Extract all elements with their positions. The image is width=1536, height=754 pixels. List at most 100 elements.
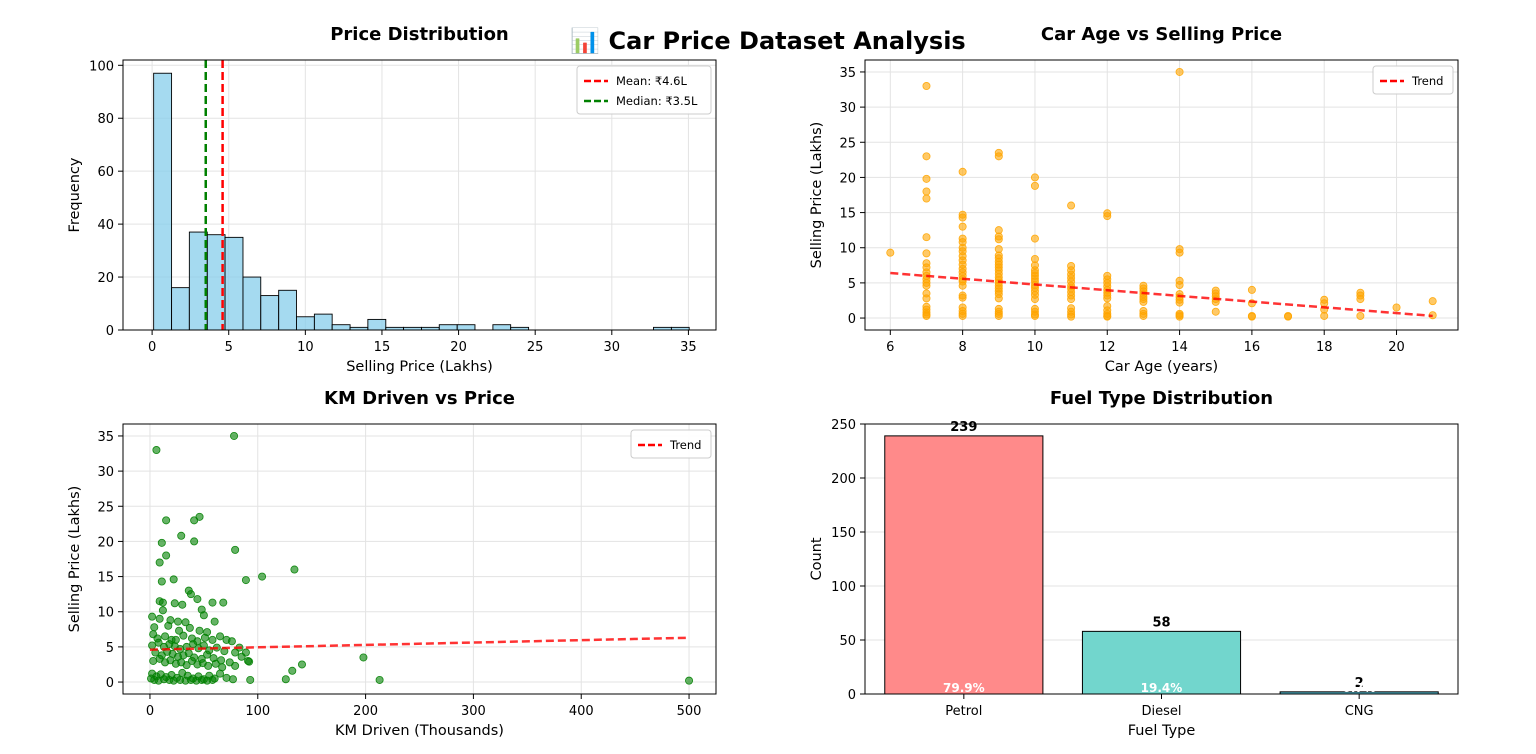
x-tick-label: 6 xyxy=(886,340,894,355)
data-point xyxy=(181,618,190,627)
data-point xyxy=(185,623,194,632)
data-point xyxy=(219,598,228,607)
data-point xyxy=(958,213,967,222)
data-point xyxy=(177,531,186,540)
x-tick-label: 18 xyxy=(1316,340,1333,355)
y-tick-label: 10 xyxy=(839,242,856,257)
plot-frame xyxy=(864,423,1459,695)
data-point xyxy=(1175,280,1184,289)
data-point xyxy=(1030,173,1039,182)
x-tick-label: CNG xyxy=(1345,704,1374,719)
x-tick-label: 5 xyxy=(225,340,233,355)
data-point xyxy=(922,152,931,161)
x-tick-label: 8 xyxy=(958,340,966,355)
data-point xyxy=(161,632,170,641)
data-point xyxy=(208,675,217,684)
data-point xyxy=(1103,212,1112,221)
data-point xyxy=(375,675,384,684)
data-point xyxy=(227,637,236,646)
data-point xyxy=(1175,312,1184,321)
data-point xyxy=(1139,297,1148,306)
data-point xyxy=(173,617,182,626)
data-point xyxy=(288,666,297,675)
bar xyxy=(884,435,1044,695)
data-point xyxy=(1356,295,1365,304)
data-point xyxy=(922,281,931,290)
y-tick-label: 0 xyxy=(106,676,114,691)
histogram-bar xyxy=(331,324,351,331)
y-tick-label: 10 xyxy=(97,606,114,621)
data-point xyxy=(1247,312,1256,321)
subplot-1: 0 5 10 15 20 25 30 35 0 20 40 60 80 100 Price Distribu… xyxy=(67,24,717,375)
data-point xyxy=(994,235,1003,244)
data-point xyxy=(359,653,368,662)
bar-percent-label: 79.9% xyxy=(943,681,985,695)
data-point xyxy=(1030,295,1039,304)
y-tick-label: 20 xyxy=(839,171,856,186)
y-tick-label: 5 xyxy=(848,277,856,292)
data-point xyxy=(958,293,967,302)
data-point xyxy=(203,650,212,659)
data-point xyxy=(204,661,213,670)
data-point xyxy=(162,516,171,525)
data-point xyxy=(1030,311,1039,320)
y-tick-label: 25 xyxy=(839,136,856,151)
data-point xyxy=(231,648,240,657)
subplot-3: 0 100 200 300 400 500 0 5 10 15 20 25 30 35 KM Driven … xyxy=(67,388,717,739)
data-point xyxy=(1103,294,1112,303)
data-point xyxy=(157,538,166,547)
data-point xyxy=(208,598,217,607)
histogram-bar xyxy=(260,295,280,331)
subplot-2: 6 8 10 12 14 16 18 20 0 5 10 15 20 25 30 35 Car Age vs S… xyxy=(809,24,1459,375)
data-point xyxy=(200,633,209,642)
y-tick-label: 20 xyxy=(97,535,114,550)
data-point xyxy=(258,572,267,581)
histogram-bar xyxy=(367,318,387,331)
y-tick-label: 40 xyxy=(97,218,114,233)
data-point xyxy=(237,652,246,661)
data-point xyxy=(195,626,204,635)
y-tick-label: 20 xyxy=(97,271,114,286)
histogram-bar xyxy=(456,324,476,331)
data-point xyxy=(169,676,178,685)
y-tick-label: 35 xyxy=(97,430,114,445)
legend-box xyxy=(576,65,712,115)
plot-frame xyxy=(864,59,1459,331)
data-point xyxy=(1392,303,1401,312)
data-point xyxy=(1284,312,1293,321)
x-axis-label: Selling Price (Lakhs) xyxy=(346,359,493,375)
x-tick-label: 0 xyxy=(146,704,154,719)
y-tick-label: 15 xyxy=(97,571,114,586)
y-tick-label: 150 xyxy=(831,526,856,541)
x-tick-label: 500 xyxy=(677,704,702,719)
histogram-bar xyxy=(313,313,333,331)
subplot-title: Price Distribution xyxy=(330,24,509,45)
data-point xyxy=(190,537,199,546)
data-point xyxy=(958,167,967,176)
data-point xyxy=(241,576,250,585)
y-tick-label: 200 xyxy=(831,472,856,487)
data-point xyxy=(246,675,255,684)
data-point xyxy=(958,281,967,290)
histogram-bar xyxy=(438,324,458,331)
x-tick-label: 12 xyxy=(1099,340,1116,355)
data-point xyxy=(297,660,306,669)
figure-title: 📊 Car Price Dataset Analysis xyxy=(570,27,965,55)
data-point xyxy=(228,675,237,684)
trend-line xyxy=(149,636,690,651)
histogram-bar xyxy=(153,72,173,331)
y-tick-label: 60 xyxy=(97,165,114,180)
data-point xyxy=(1175,298,1184,307)
y-tick-label: 15 xyxy=(839,207,856,222)
subplot-4: 0 50 100 150 200 250 Fuel Type Distribution Fue… xyxy=(809,388,1459,739)
histogram-bar xyxy=(278,289,297,331)
data-point xyxy=(182,661,191,670)
x-axis-label: Fuel Type xyxy=(1128,723,1196,739)
data-point xyxy=(922,82,931,91)
data-point xyxy=(175,626,184,635)
y-tick-label: 30 xyxy=(839,101,856,116)
data-point xyxy=(231,661,240,670)
data-point xyxy=(155,614,164,623)
data-point xyxy=(169,575,178,584)
